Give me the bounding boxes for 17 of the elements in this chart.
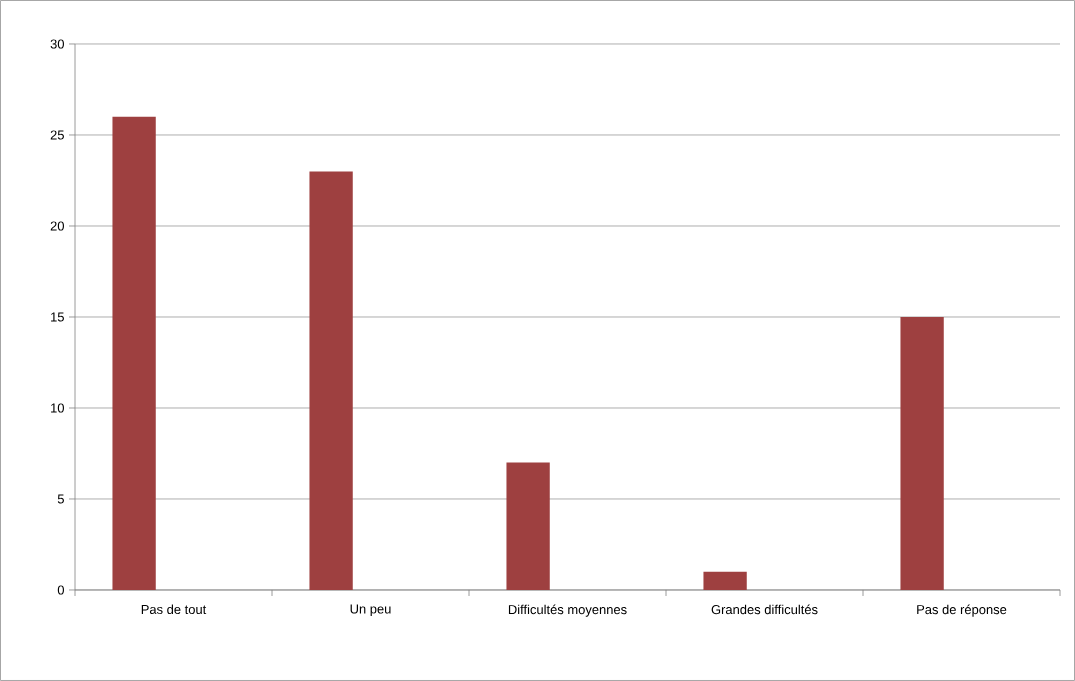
bar (900, 316, 944, 590)
bar (703, 571, 747, 590)
y-tick-label: 10 (51, 403, 64, 413)
y-tick-label: 30 (50, 39, 64, 49)
bar (309, 171, 353, 590)
x-tick-label: Pas de tout (141, 604, 207, 615)
y-tick-label: 5 (57, 494, 64, 504)
y-tick-label: 0 (57, 585, 64, 595)
y-tick-label: 25 (50, 130, 64, 140)
x-tick-label: Grandes difficultés (711, 604, 818, 615)
x-tick-label: Pas de réponse (917, 604, 1007, 617)
bar (112, 116, 156, 590)
bar (506, 462, 550, 590)
x-tick-label: Difficultés moyennes (508, 604, 627, 617)
y-tick-label: 20 (50, 221, 64, 231)
x-tick-label: Un peu (350, 604, 391, 617)
y-tick-label: 15 (51, 312, 64, 322)
